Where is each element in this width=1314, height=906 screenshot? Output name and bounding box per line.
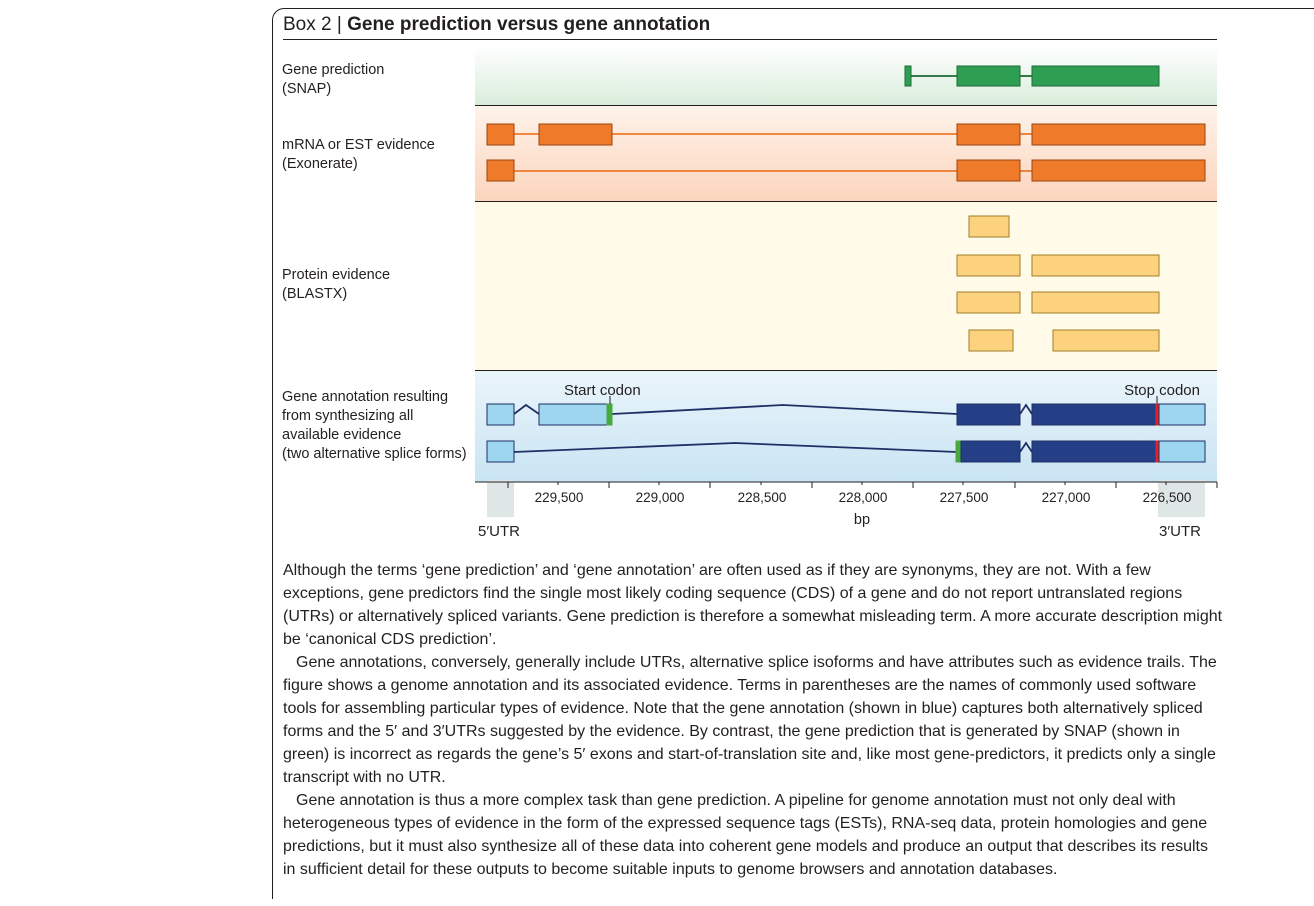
axis-tick-label: 228,000 [839, 490, 888, 505]
prediction-label-line1: Gene prediction [282, 62, 385, 78]
prediction-label-line2: (SNAP) [282, 81, 332, 97]
protein-label-line2: (BLASTX) [282, 286, 348, 302]
start-codon-mark [606, 403, 613, 426]
utr5-shade [487, 480, 514, 517]
mrna-exon [538, 123, 613, 146]
mrna-exon [486, 159, 515, 182]
paragraph-3: Gene annotation is thus a more complex t… [283, 792, 1208, 878]
mrna-track-label: mRNA or EST evidence (Exonerate) [282, 136, 435, 174]
annotation-intron [1019, 441, 1033, 453]
axis-tick-label: 226,500 [1143, 490, 1192, 505]
annotation-cds-exon [1031, 440, 1157, 463]
axis-tick-label: 227,000 [1042, 490, 1091, 505]
axis-tick-label: 229,000 [636, 490, 685, 505]
annotation-cds-exon [960, 440, 1021, 463]
paragraph-1: Although the terms ‘gene prediction’ and… [283, 562, 1223, 648]
mrna-exon [486, 123, 515, 146]
protein-hit [968, 329, 1014, 352]
annotation-utr-exon [1158, 440, 1206, 463]
utr3-shade [1158, 480, 1205, 517]
protein-hit [956, 291, 1021, 314]
mrna-exon [956, 159, 1021, 182]
mrna-label-line1: mRNA or EST evidence [282, 137, 435, 153]
annotation-intron [513, 403, 540, 415]
mrna-exon [1031, 123, 1206, 146]
box-heading: Gene prediction versus gene annotation [347, 14, 711, 35]
utr3-label: 3′UTR [1159, 523, 1201, 540]
protein-hit [968, 215, 1010, 238]
prediction-exon [904, 65, 912, 87]
gene-model-diagram: 229,500 229,000 228,500 228,000 227,500 227,0… [475, 65, 1218, 540]
annotation-label-line4: (two alternative splice forms) [282, 446, 467, 462]
protein-hit [1031, 291, 1160, 314]
axis-tick-label: 228,500 [738, 490, 787, 505]
annotation-intron [611, 404, 958, 415]
annotation-intron [1019, 403, 1033, 415]
annotation-utr-exon [486, 403, 515, 426]
prediction-exon [956, 65, 1021, 87]
prediction-track-label: Gene prediction (SNAP) [282, 61, 384, 99]
annotation-utr-exon [1158, 403, 1206, 426]
protein-hit [956, 254, 1021, 277]
box-body-text: Although the terms ‘gene prediction’ and… [283, 559, 1223, 881]
prediction-exon [1031, 65, 1160, 87]
mrna-label-line2: (Exonerate) [282, 156, 358, 172]
axis-label: bp [854, 512, 870, 528]
title-divider [283, 39, 1217, 40]
mrna-band [475, 106, 1217, 202]
axis-tick-label: 229,500 [535, 490, 584, 505]
annotation-track-label: Gene annotation resulting from synthesiz… [282, 388, 467, 464]
start-codon-mark [955, 440, 962, 463]
protein-hit [1031, 254, 1160, 277]
utr5-label: 5′UTR [478, 523, 520, 540]
box-number: Box 2 | [283, 14, 348, 35]
box-title: Box 2 | Gene prediction versus gene anno… [283, 14, 710, 36]
protein-hit [1052, 329, 1160, 352]
box-frame [272, 8, 1314, 899]
annotation-label-line1: Gene annotation resulting [282, 389, 449, 405]
protein-track-label: Protein evidence (BLASTX) [282, 266, 390, 304]
stop-codon-label: Stop codon [1124, 382, 1200, 399]
annotation-utr-exon [538, 403, 608, 426]
paragraph-2: Gene annotations, conversely, generally … [283, 654, 1217, 786]
annotation-band [475, 371, 1217, 482]
annotation-utr-exon [486, 440, 515, 463]
protein-label-line1: Protein evidence [282, 267, 391, 283]
annotation-cds-exon [956, 403, 1021, 426]
mrna-exon [956, 123, 1021, 146]
annotation-cds-exon [1031, 403, 1157, 426]
axis-tick-label: 227,500 [940, 490, 989, 505]
annotation-label-line2: from synthesizing all [282, 408, 414, 424]
annotation-label-line3: available evidence [282, 427, 402, 443]
start-codon-label: Start codon [564, 382, 641, 399]
mrna-exon [1031, 159, 1206, 182]
annotation-intron [513, 442, 958, 453]
